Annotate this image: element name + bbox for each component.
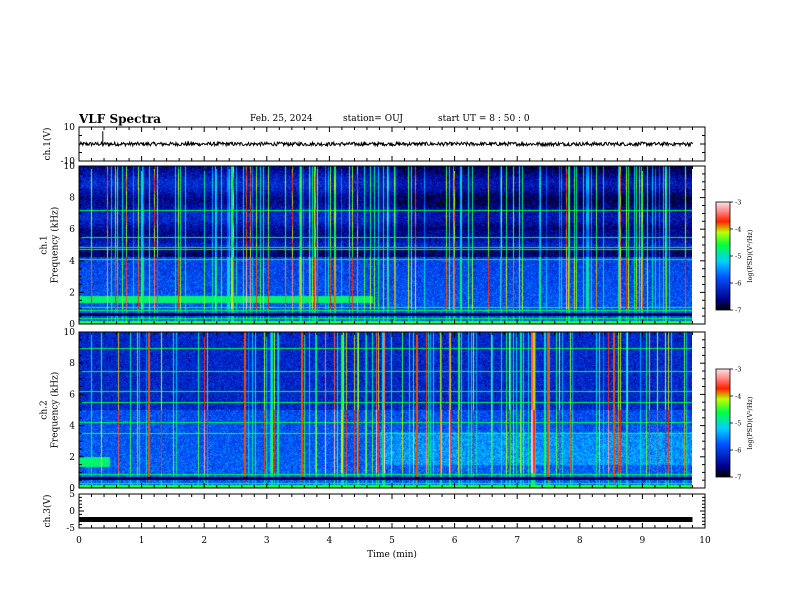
x-tick-label: 10 (699, 536, 711, 546)
colorbar-tick-label: -3 (735, 199, 741, 207)
y-tick-label: 8 (69, 359, 75, 369)
x-axis-label: Time (min) (367, 549, 417, 560)
ch1-spectrogram-panel: 0 2 4 6 8 10 (64, 162, 706, 330)
colorbar-tick-label: -7 (735, 474, 741, 482)
y-tick-label: 0 (69, 507, 75, 517)
ch2-spectrogram-ylabel: ch.2Frequency (kHz) (40, 372, 61, 449)
y-tick-label: 0 (69, 320, 75, 330)
y-tick-label: 10 (64, 123, 76, 133)
colorbar-1 (715, 201, 731, 311)
ch3-waveform-ylabel: ch.3(V) (42, 495, 53, 528)
x-tick-label: 7 (514, 536, 520, 546)
ch2-spectrogram-ylabel-line: ch.2 (40, 400, 50, 419)
ch1-spectrogram-ylabel: ch.1Frequency (kHz) (40, 207, 61, 284)
x-tick-label: 0 (76, 536, 82, 546)
chart-title: VLF Spectra (79, 112, 162, 126)
ch1-waveform-ylabel: ch.1(V) (42, 128, 53, 161)
colorbar-tick-label: -3 (735, 366, 741, 374)
ch3-waveform-line (79, 517, 693, 522)
start-ut-label: start UT = 8 : 50 : 0 (438, 114, 530, 124)
ch3-waveform-ylabel-line: ch.3(V) (42, 495, 53, 528)
y-tick-label: -10 (61, 157, 76, 167)
y-tick-label: 6 (69, 225, 75, 235)
x-tick-label: 6 (452, 536, 458, 546)
ch3-waveform-panel: 50-50 1 2 3 4 5 6 7 8 9 10 (66, 490, 711, 546)
colorbar-tick-label: -5 (735, 253, 741, 261)
ch2-spectrogram-ylabel-line: Frequency (kHz) (50, 372, 61, 449)
y-tick-label: 6 (69, 390, 75, 400)
x-tick-label: 9 (640, 536, 646, 546)
colorbar-2 (715, 368, 731, 478)
x-tick-label: 1 (139, 536, 145, 546)
y-tick-label: 2 (69, 453, 75, 463)
y-tick-label: 10 (64, 162, 76, 172)
x-tick-label: 2 (201, 536, 207, 546)
x-tick-label: 8 (577, 536, 583, 546)
y-tick-label: 10 (64, 328, 76, 338)
y-tick-label: 8 (69, 194, 75, 204)
ch1-waveform-line (78, 140, 693, 148)
colorbar-tick-label: -5 (735, 420, 741, 428)
colorbar-label: log(PSD)(V²/Hz) (746, 229, 754, 282)
ch1-waveform-panel: 10 -10 (61, 123, 706, 167)
y-tick-label: 4 (69, 422, 75, 432)
y-tick-label: 0 (69, 484, 75, 494)
ch2-spectrogram-image (79, 332, 692, 488)
x-tick-label: 4 (327, 536, 333, 546)
ch2-spectrogram-panel: 0 2 4 6 8 10 (64, 328, 706, 494)
colorbar-tick-label: -4 (735, 393, 741, 401)
date-label: Feb. 25, 2024 (250, 114, 313, 124)
ch1-spectrogram-image (79, 166, 692, 324)
colorbar-label: log(PSD)(V²/Hz) (746, 396, 754, 449)
colorbar-tick-label: -7 (735, 307, 741, 315)
ch1-waveform-ylabel-line: ch.1(V) (42, 128, 53, 161)
x-tick-label: 5 (389, 536, 395, 546)
colorbar-tick-label: -6 (735, 447, 741, 455)
y-tick-label: -5 (66, 524, 75, 534)
y-tick-label: 5 (69, 490, 75, 500)
station-label: station= OUJ (343, 114, 404, 124)
x-tick-label: 3 (264, 536, 270, 546)
y-tick-label: 4 (69, 257, 75, 267)
colorbar-tick-label: -4 (735, 226, 741, 234)
y-tick-label: 2 (69, 288, 75, 298)
ch1-spectrogram-ylabel-line: Frequency (kHz) (50, 207, 61, 284)
colorbar-tick-label: -6 (735, 280, 741, 288)
ch1-spectrogram-ylabel-line: ch.1 (40, 235, 50, 254)
